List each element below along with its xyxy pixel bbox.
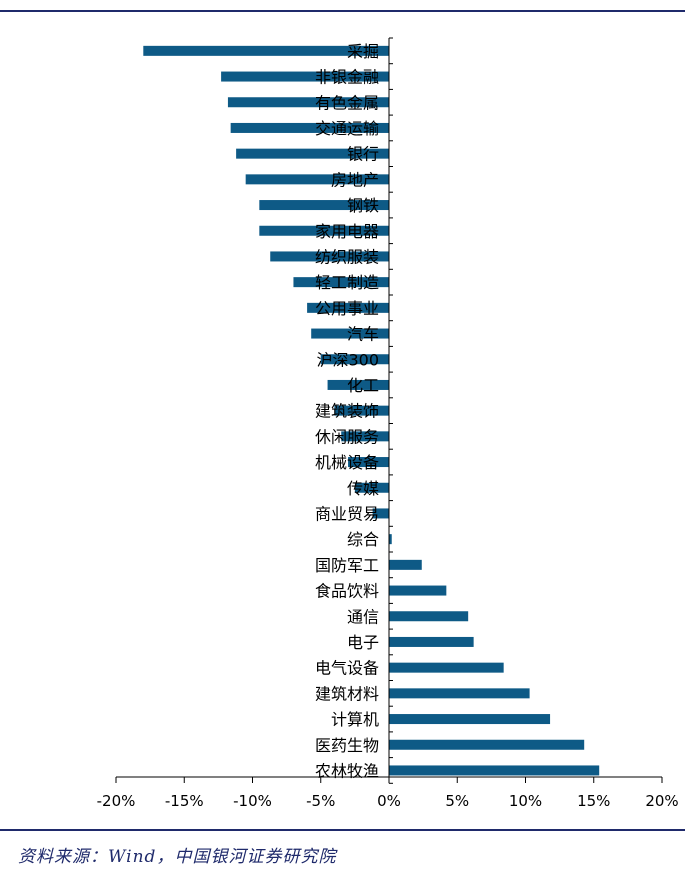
bar-7	[259, 225, 389, 236]
category-label-17: 传媒	[347, 479, 379, 498]
bar-4	[236, 148, 389, 159]
x-tick-label-6: 10%	[509, 792, 542, 810]
x-tick-label-4: 0%	[377, 792, 401, 810]
source-note: 资料来源：Wind，中国银河证券研究院	[18, 847, 337, 867]
x-tick-label-5: 5%	[445, 792, 469, 810]
bar-19	[389, 534, 392, 545]
bar-9	[293, 277, 389, 288]
bar-28	[389, 765, 600, 776]
category-label-20: 国防军工	[315, 556, 379, 575]
category-label-8: 纺织服装	[315, 247, 379, 266]
bar-8	[270, 251, 389, 262]
category-label-11: 汽车	[347, 325, 379, 344]
category-label-22: 通信	[347, 607, 379, 626]
category-label-14: 建筑装饰	[315, 402, 379, 421]
category-label-9: 轻工制造	[315, 273, 379, 292]
bar-5	[245, 174, 389, 185]
category-label-3: 交通运输	[315, 119, 379, 138]
category-label-27: 医药生物	[315, 736, 379, 755]
x-tick-label-3: -5%	[306, 792, 335, 810]
bar-13	[327, 379, 389, 390]
bar-14	[334, 405, 389, 416]
bar-chart: 采掘非银金融有色金属交通运输银行房地产钢铁家用电器纺织服装轻工制造公用事业汽车沪…	[97, 37, 679, 810]
bar-12	[320, 354, 389, 365]
bar-3	[230, 122, 389, 133]
bottom-rule	[0, 829, 685, 831]
x-tick-label-0: -20%	[97, 792, 136, 810]
bar-15	[341, 431, 389, 442]
bar-11	[311, 328, 389, 339]
bar-16	[348, 457, 389, 468]
category-label-10: 公用事业	[315, 299, 379, 318]
category-label-16: 机械设备	[315, 453, 379, 472]
category-label-23: 电子	[347, 633, 379, 652]
bar-0	[143, 45, 389, 56]
bar-27	[389, 739, 585, 750]
category-label-21: 食品饮料	[315, 582, 379, 601]
bar-20	[389, 559, 422, 570]
category-label-12: 沪深300	[316, 350, 379, 369]
category-label-0: 采掘	[347, 42, 379, 61]
bar-22	[389, 611, 469, 622]
category-label-2: 有色金属	[315, 93, 379, 112]
category-label-4: 银行	[347, 145, 379, 164]
x-tick-label-1: -15%	[165, 792, 204, 810]
category-label-26: 计算机	[331, 710, 379, 729]
bar-18	[372, 508, 389, 519]
bar-6	[259, 200, 389, 211]
category-label-1: 非银金融	[315, 68, 379, 87]
bar-21	[389, 585, 447, 596]
category-label-25: 建筑材料	[315, 684, 379, 703]
bar-24	[389, 662, 504, 673]
x-tick-label-2: -10%	[233, 792, 272, 810]
bar-26	[389, 714, 551, 725]
x-tick-label-7: 15%	[577, 792, 610, 810]
bar-17	[354, 482, 389, 493]
category-label-18: 商业贸易	[315, 504, 379, 523]
category-label-28: 农林牧渔	[315, 761, 379, 780]
category-label-6: 钢铁	[347, 196, 379, 215]
x-tick-label-8: 20%	[645, 792, 678, 810]
category-label-13: 化工	[347, 376, 379, 395]
category-label-24: 电气设备	[315, 659, 379, 678]
top-rule	[0, 10, 685, 12]
category-label-7: 家用电器	[315, 222, 379, 241]
category-label-15: 休闲服务	[315, 427, 379, 446]
bar-2	[227, 97, 389, 108]
bar-10	[307, 302, 389, 313]
category-label-19: 综合	[347, 530, 379, 549]
category-label-5: 房地产	[331, 170, 379, 189]
bar-1	[221, 71, 389, 82]
bar-23	[389, 636, 474, 647]
bar-25	[389, 688, 530, 699]
